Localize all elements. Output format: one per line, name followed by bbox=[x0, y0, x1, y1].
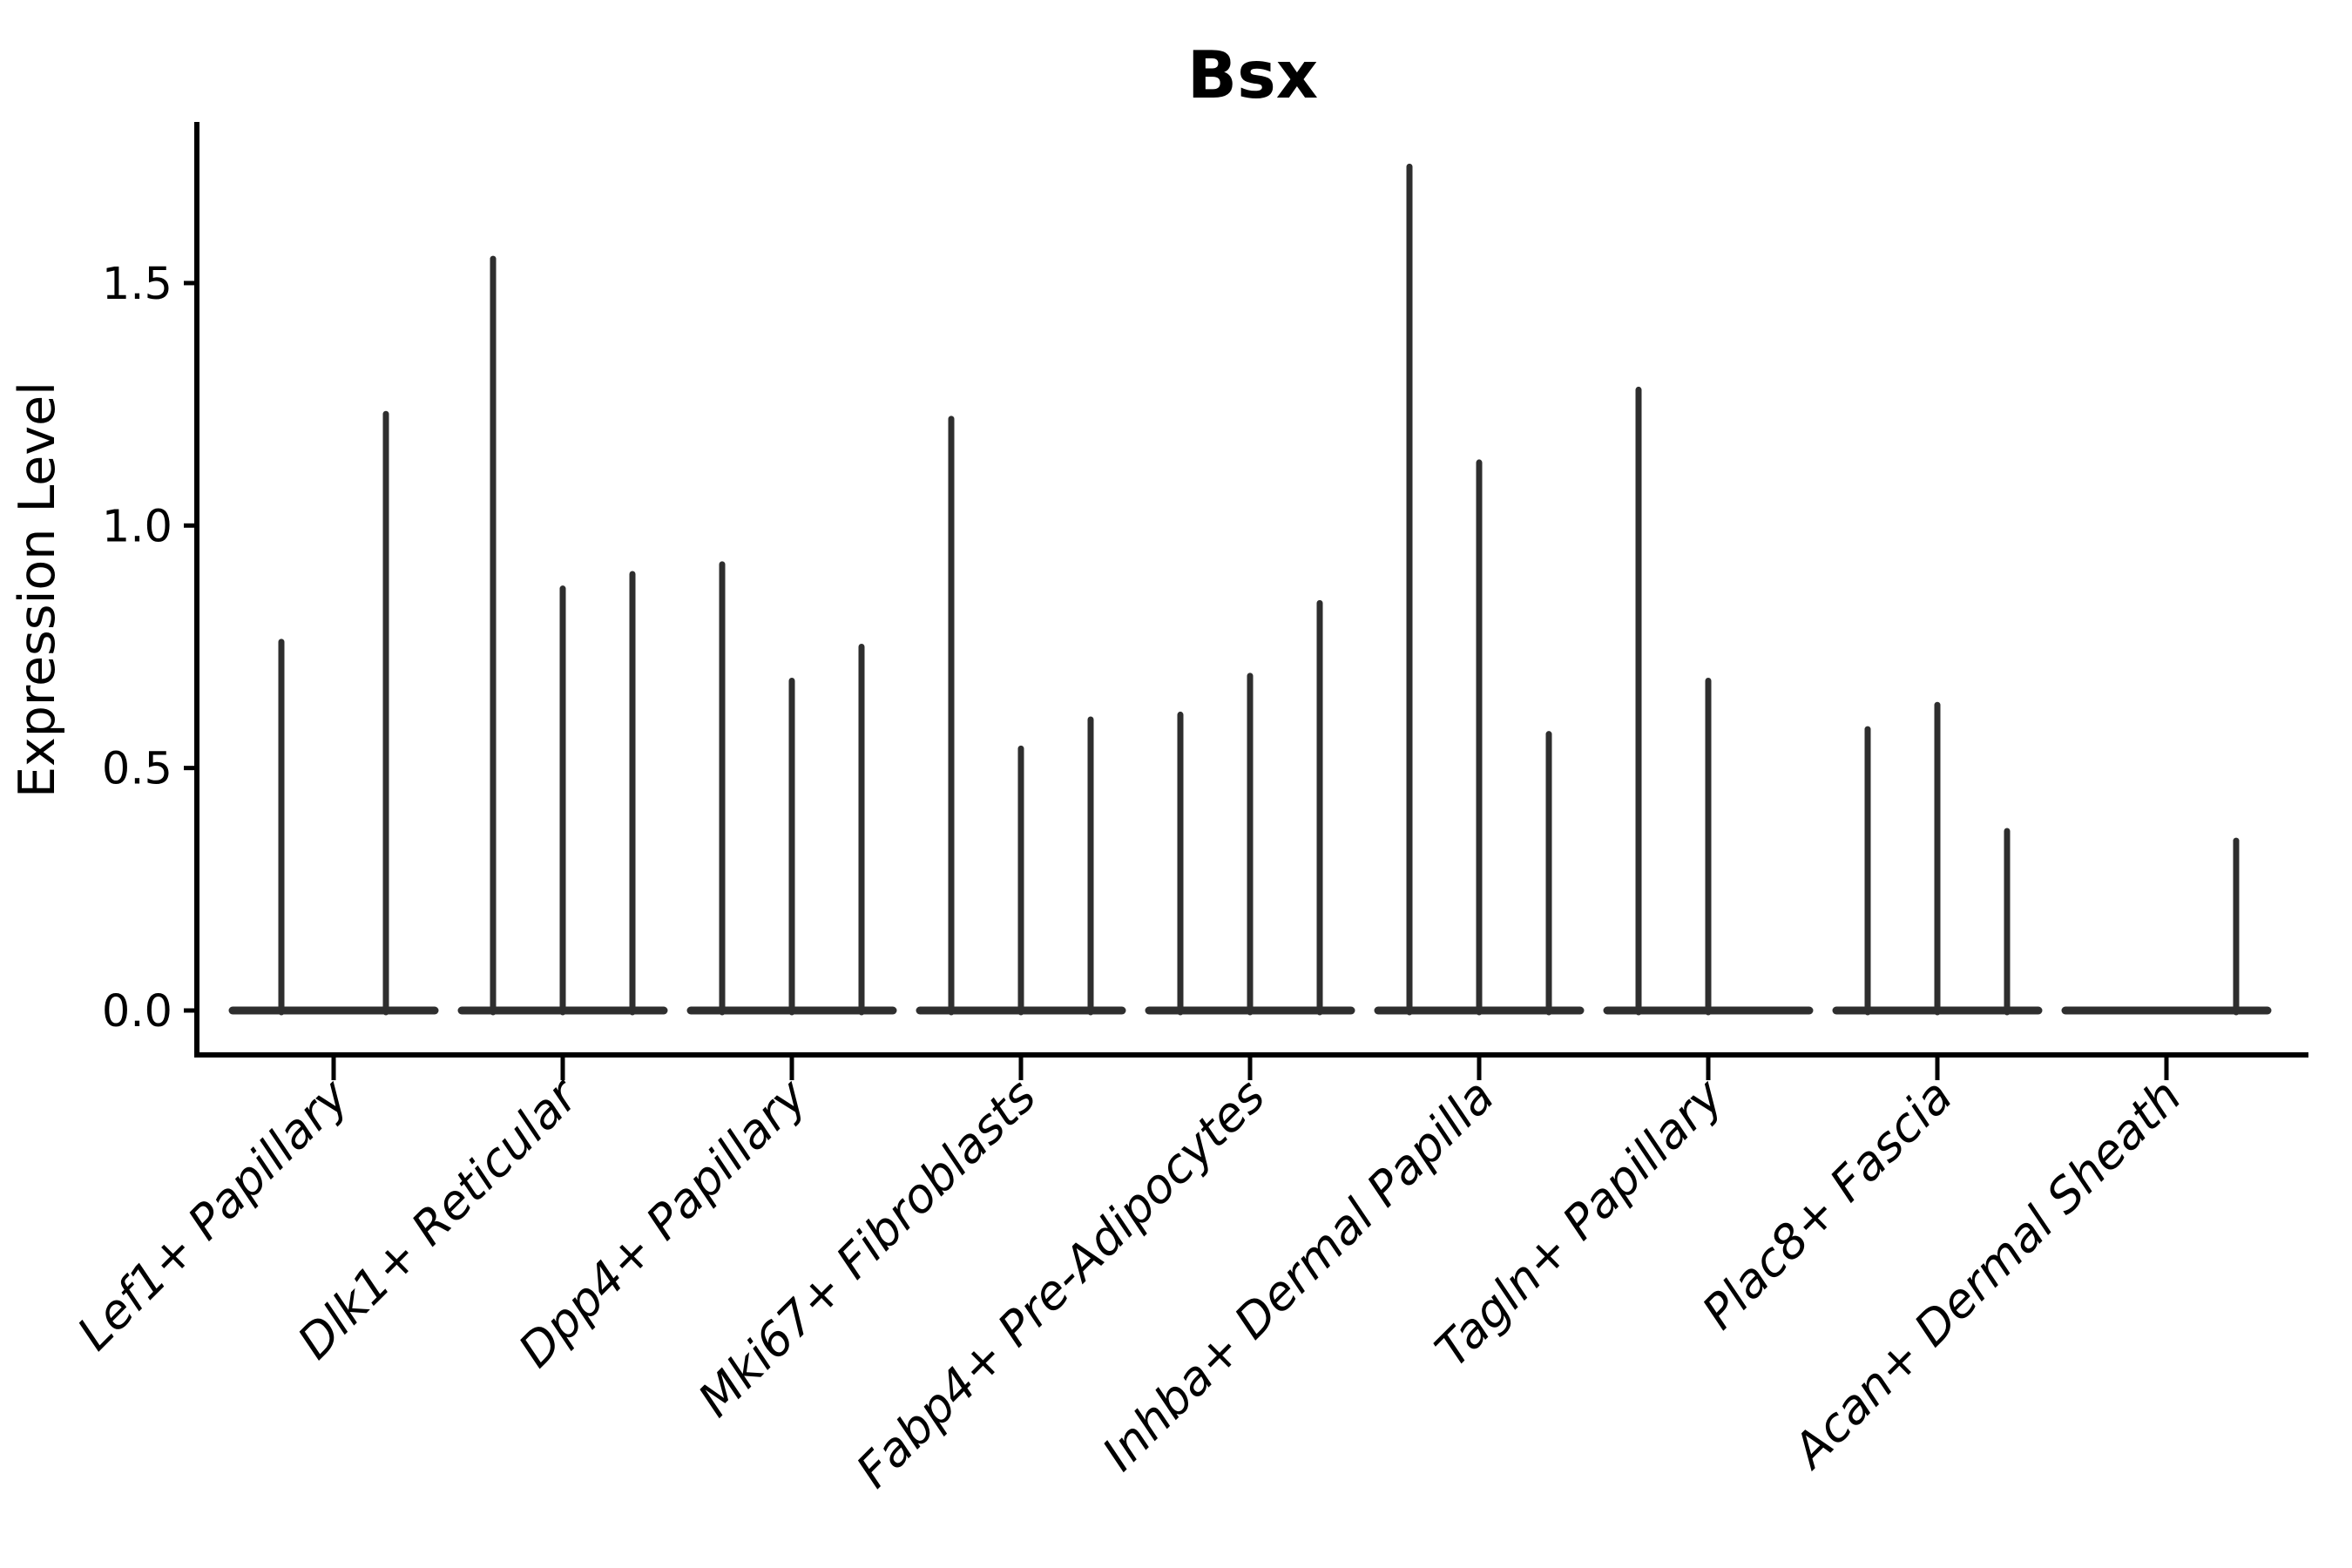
y-axis-title: Expression Level bbox=[9, 382, 66, 798]
x-tick-label: Acan+ Dermal Sheath bbox=[1781, 1069, 2192, 1480]
y-tick-label: 1.5 bbox=[102, 259, 172, 310]
y-tick-label: 1.0 bbox=[102, 501, 172, 552]
y-tick-label: 0.5 bbox=[102, 744, 172, 795]
chart-title: Bsx bbox=[1187, 37, 1318, 113]
y-tick-label: 0.0 bbox=[102, 986, 172, 1037]
x-tick-label: Fabp4+ Pre-Adipocytes bbox=[846, 1069, 1275, 1498]
x-tick-label: Inhba+ Dermal Papilla bbox=[1092, 1069, 1504, 1482]
